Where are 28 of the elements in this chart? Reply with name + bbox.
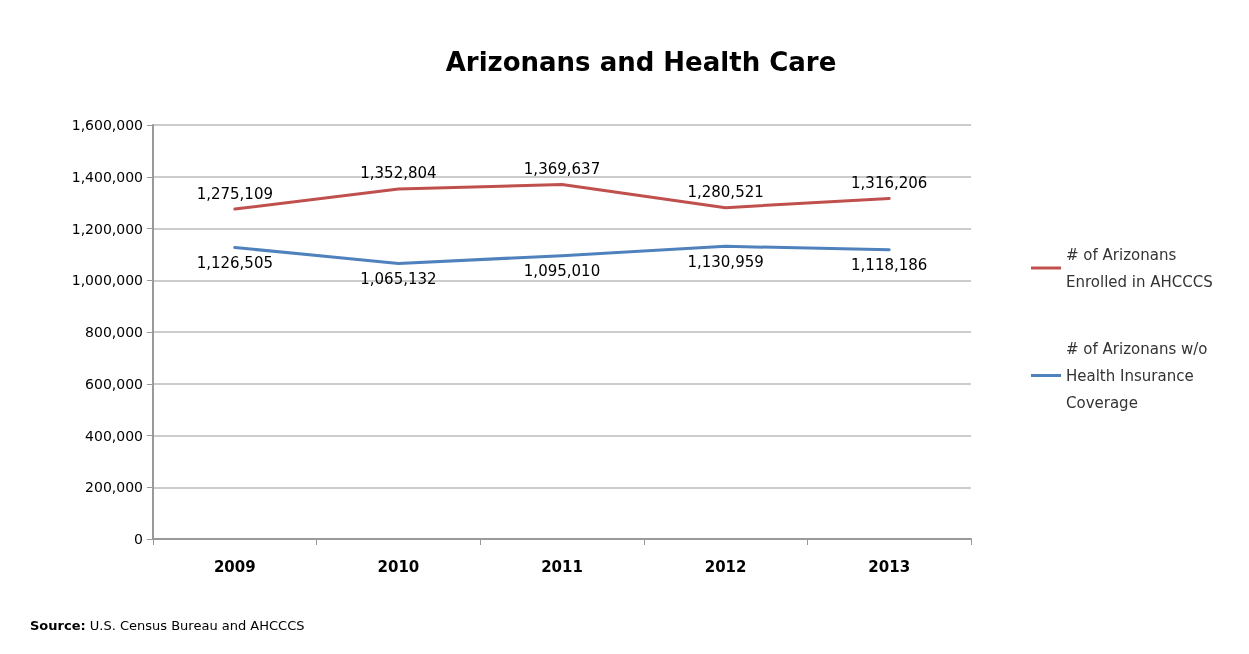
y-tick-label: 600,000 [85, 375, 143, 392]
y-tick-label: 1,000,000 [71, 272, 143, 289]
data-label: 1,316,206 [851, 173, 928, 192]
y-tick-label: 200,000 [85, 479, 143, 496]
y-tick-label: 0 [134, 531, 143, 547]
data-label: 1,065,132 [360, 269, 437, 288]
y-tick-label: 1,600,000 [71, 117, 143, 133]
data-label: 1,352,804 [360, 164, 437, 183]
y-tick-label: 1,400,000 [71, 168, 143, 185]
y-tick-label: 1,200,000 [71, 220, 143, 237]
x-tick-label: 2012 [704, 557, 747, 576]
data-label: 1,275,109 [196, 184, 273, 203]
data-label: 1,126,505 [196, 254, 273, 273]
source-note: Source: U.S. Census Bureau and AHCCCS [30, 618, 305, 633]
y-tick-label: 400,000 [85, 427, 143, 444]
x-tick-label: 2013 [868, 557, 911, 576]
x-tick-label: 2010 [377, 557, 420, 576]
legend-label: # of Arizonans Enrolled in AHCCCS [1066, 245, 1213, 291]
data-label: 1,280,521 [687, 183, 764, 202]
data-label: 1,118,186 [851, 256, 928, 275]
x-tick-label: 2011 [541, 557, 583, 576]
data-label: 1,130,959 [687, 252, 764, 271]
y-tick-label: 800,000 [85, 324, 143, 340]
legend-label: # of Arizonans w/o Health Insurance Coverage [1066, 339, 1213, 412]
data-label: 1,369,637 [523, 160, 601, 179]
data-label: 1,095,010 [523, 262, 601, 281]
chart-title: Arizonans and Health Care [445, 47, 837, 77]
x-tick-label: 2009 [213, 557, 256, 576]
